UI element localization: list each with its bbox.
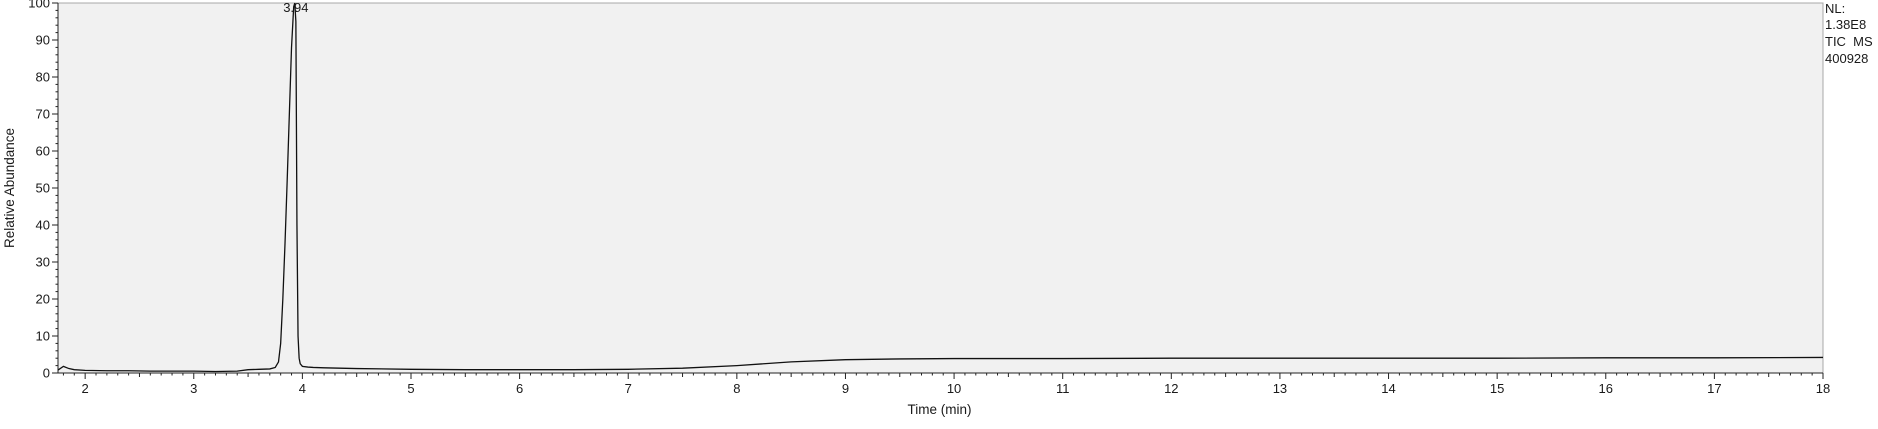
x-tick-label: 6 (516, 381, 523, 396)
y-tick-label: 100 (28, 0, 50, 11)
sample-id: 400928 (1825, 51, 1868, 66)
x-tick-label: 12 (1164, 381, 1178, 396)
x-tick-label: 8 (733, 381, 740, 396)
y-tick-label: 50 (36, 181, 50, 196)
nl-label: NL: (1825, 1, 1845, 16)
y-tick-label: 70 (36, 107, 50, 122)
y-tick-label: 80 (36, 70, 50, 85)
y-axis: 0 10 20 30 40 50 60 70 80 90 100 (28, 0, 59, 381)
scan-type: TIC MS (1825, 34, 1873, 49)
x-axis-title: Time (min) (908, 402, 972, 417)
y-tick-label: 30 (36, 255, 50, 270)
x-tick-label: 16 (1599, 381, 1613, 396)
x-tick-label: 5 (407, 381, 414, 396)
x-tick-label: 18 (1816, 381, 1830, 396)
x-tick-label: 9 (842, 381, 849, 396)
x-tick-label: 10 (947, 381, 961, 396)
series-line-tic (57, 2, 1824, 373)
nl-value: 1.38E8 (1825, 17, 1866, 32)
y-axis-title: Relative Abundance (2, 128, 17, 248)
x-tick-label: 11 (1056, 381, 1070, 396)
x-tick-label: 17 (1707, 381, 1721, 396)
x-tick-label: 4 (299, 381, 306, 396)
x-tick-label: 2 (82, 381, 89, 396)
peak-label: 3.94 (283, 0, 308, 15)
nl-info-panel: NL: 1.38E8 TIC MS 400928 (1825, 1, 1873, 66)
x-tick-label: 3 (190, 381, 197, 396)
y-tick-label: 60 (36, 144, 50, 159)
x-axis: 2 3 4 5 6 7 8 9 10 11 12 13 14 15 16 17 18 (58, 372, 1830, 396)
y-tick-label: 10 (36, 329, 50, 344)
x-tick-label: 13 (1273, 381, 1287, 396)
y-tick-label: 90 (36, 33, 50, 48)
y-tick-label: 40 (36, 218, 50, 233)
y-tick-label: 20 (36, 292, 50, 307)
y-tick-label: 0 (43, 366, 50, 381)
plot-area (57, 2, 1824, 374)
x-tick-label: 14 (1381, 381, 1395, 396)
x-tick-label: 15 (1490, 381, 1504, 396)
x-tick-label: 7 (625, 381, 632, 396)
